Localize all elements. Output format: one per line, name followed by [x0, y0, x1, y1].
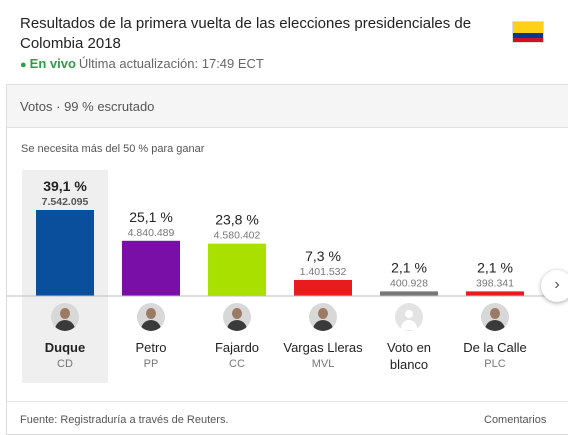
next-arrow-icon[interactable]: ›: [541, 270, 568, 302]
candidate-photo: [309, 303, 337, 331]
avatar-head: [405, 310, 413, 318]
votes-label-4: 1.401.532: [300, 266, 347, 278]
avatar-body: [485, 320, 505, 331]
bar-6: [466, 291, 524, 296]
party-label: PP: [143, 358, 159, 370]
card-footer: Fuente: Registraduría a través de Reuter…: [7, 401, 568, 435]
percent-label-6: 2,1 %: [477, 259, 513, 275]
avatar-body: [313, 320, 333, 331]
percent-label-3: 23,8 %: [215, 212, 259, 228]
flag-stripe-red: [513, 38, 543, 42]
votes-label-2: 4.840.489: [128, 227, 175, 239]
candidate-photo: [137, 303, 165, 331]
votes-label-5: 400.928: [390, 277, 428, 289]
percent-label-4: 7,3 %: [305, 248, 341, 264]
party-label: MVL: [311, 358, 335, 370]
flag-stripe-blue: [513, 33, 543, 38]
avatar-head: [232, 308, 242, 319]
flag-stripe-yellow: [513, 22, 543, 33]
votes-label-6: 398.341: [476, 277, 514, 289]
percent-label-1: 39,1 %: [43, 178, 87, 194]
avatar-body: [141, 320, 161, 331]
party-label: CD: [57, 358, 73, 370]
candidate-photo: [51, 303, 79, 331]
colombia-flag-icon: [512, 21, 544, 43]
results-card: Votos · 99 % escrutado Se necesita más d…: [6, 84, 568, 435]
votes-label-3: 4.580.402: [214, 230, 261, 242]
avatar-head: [490, 308, 500, 319]
avatar-head: [318, 308, 328, 319]
avatar-body: [55, 320, 75, 331]
candidate-photo: [223, 303, 251, 331]
avatar-body: [401, 320, 417, 330]
bar-3: [208, 243, 266, 296]
bar-5: [380, 291, 438, 296]
percent-label-2: 25,1 %: [129, 209, 173, 225]
comments-link[interactable]: Comentarios: [484, 414, 547, 426]
bar-2: [122, 240, 180, 296]
source-note: Fuente: Registraduría a través de Reuter…: [20, 414, 229, 426]
avatar-head: [146, 308, 156, 319]
header: Resultados de la primera vuelta de las e…: [0, 0, 568, 84]
live-dot-icon: ●: [20, 59, 27, 71]
candidate-photo: [481, 303, 509, 331]
avatar-head: [60, 308, 70, 319]
percent-label-5: 2,1 %: [391, 259, 427, 275]
blank-person-icon: [395, 303, 423, 331]
card-heading: Votos · 99 % escrutado: [7, 85, 568, 128]
candidate-name: Fajardo: [214, 340, 260, 355]
candidate-name: Petro: [135, 340, 167, 355]
avatar-body: [227, 320, 247, 331]
candidate-name: De la Calle: [463, 340, 527, 355]
candidate-name: Vargas Lleras: [283, 340, 363, 355]
live-label: En vivo: [29, 56, 76, 71]
results-bar-chart: 39,1 % 7.542.095 25,1 % 4.840.489 23,8 % 4.58…: [7, 178, 568, 297]
party-label: PLC: [484, 358, 506, 370]
votes-label-1: 7.542.095: [42, 196, 89, 208]
live-status: ● En vivo Última actualización: 17:49 ECT: [20, 55, 548, 74]
last-updated: Última actualización: 17:49 ECT: [78, 56, 264, 71]
threshold-note: Se necesita más del 50 % para ganar: [21, 143, 205, 155]
party-label: CC: [229, 358, 245, 370]
page-title: Resultados de la primera vuelta de las e…: [20, 15, 472, 52]
candidate-name: Duque: [44, 340, 86, 355]
bar-4: [294, 279, 352, 296]
bar-1: [36, 210, 94, 296]
candidate-name: Voto en blanco: [386, 340, 432, 372]
